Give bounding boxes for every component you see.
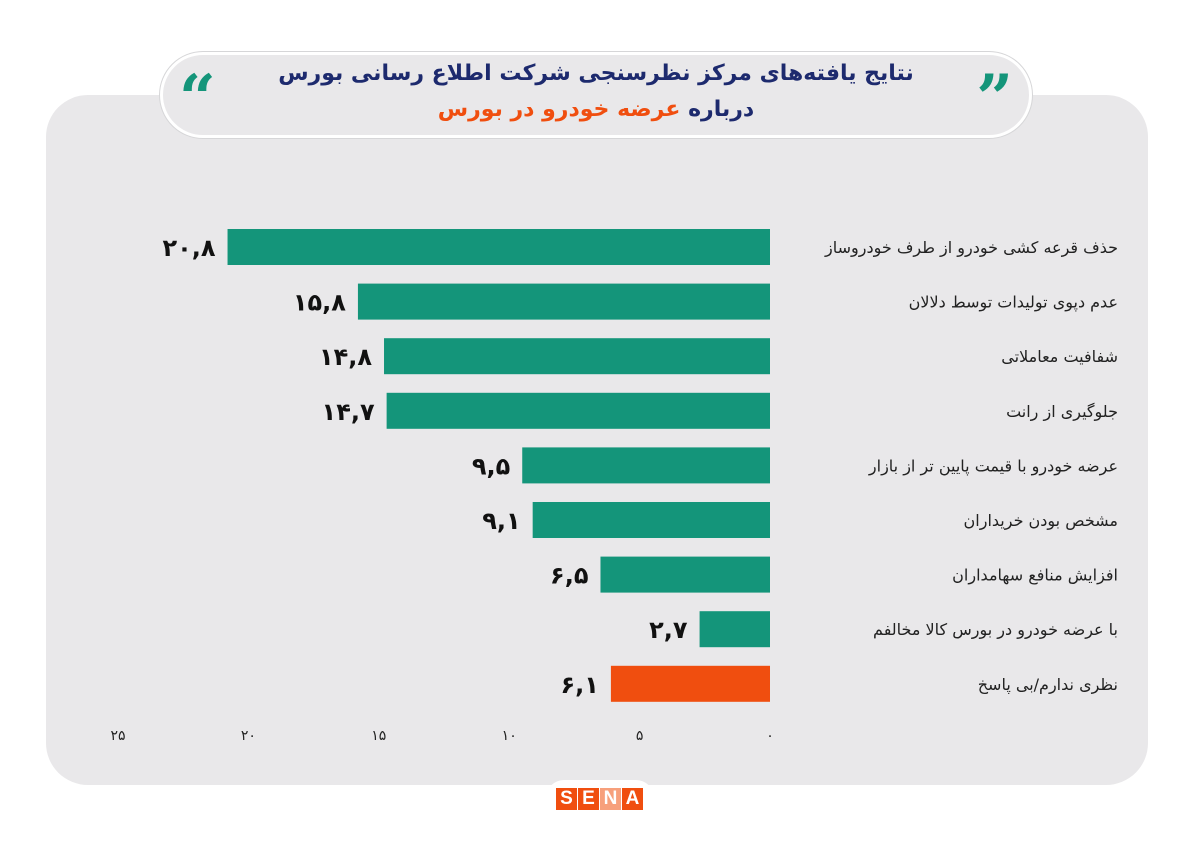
x-tick-label: ۱۰ xyxy=(502,728,517,744)
bar xyxy=(384,338,770,375)
title-line-2: درباره عرضه خودرو در بورس xyxy=(163,97,1029,122)
sena-logo: S E N A xyxy=(546,780,654,824)
category-label: افزایش منافع سهامداران xyxy=(952,566,1118,586)
bar xyxy=(600,556,770,593)
title-line-1: نتایج یافته‌های مرکز نظرسنجی شرکت اطلاع … xyxy=(278,61,914,86)
bar xyxy=(357,283,770,320)
value-label: ۲۰,۸ xyxy=(162,234,215,262)
value-label: ۱۴,۷ xyxy=(322,398,375,426)
value-label: ۶,۵ xyxy=(550,562,588,590)
bar xyxy=(610,665,770,702)
title-highlight: عرضه خودرو در بورس xyxy=(437,97,681,122)
category-label: مشخص بودن خریداران xyxy=(964,511,1118,531)
x-tick-label: ۵ xyxy=(636,728,644,744)
value-label: ۱۴,۸ xyxy=(319,343,372,371)
category-label: عدم دپوی تولیدات توسط دلالان xyxy=(909,293,1118,313)
logo-letter: A xyxy=(622,788,643,810)
category-label: جلوگیری از رانت xyxy=(1006,402,1118,422)
logo-letter: E xyxy=(578,788,599,810)
category-label: عرضه خودرو با قیمت پایین تر از بازار xyxy=(868,456,1118,476)
value-label: ۱۵,۸ xyxy=(293,289,346,317)
category-label: نظری ندارم/بی پاسخ xyxy=(978,675,1118,695)
chart-panel xyxy=(46,95,1148,785)
value-label: ۶,۱ xyxy=(560,671,598,699)
bar xyxy=(699,611,770,648)
x-tick-label: ۲۰ xyxy=(241,728,256,744)
title-banner: “ نتایج یافته‌های مرکز نظرسنجی شرکت اطلا… xyxy=(160,52,1032,138)
category-label: شفافیت معاملاتی xyxy=(1001,347,1118,366)
value-label: ۹,۱ xyxy=(482,507,520,535)
bar xyxy=(386,392,770,429)
quote-open-icon: “ xyxy=(179,61,216,136)
bar xyxy=(522,447,770,484)
title-prefix: درباره xyxy=(688,97,755,122)
bar xyxy=(227,229,770,265)
x-tick-label: ۲۵ xyxy=(110,728,125,744)
x-tick-label: ۱۵ xyxy=(371,728,386,744)
category-label: با عرضه خودرو در بورس کالا مخالفم xyxy=(873,620,1118,640)
value-label: ۲,۷ xyxy=(649,616,688,644)
logo-letter: S xyxy=(556,788,577,810)
quote-close-icon: ” xyxy=(976,61,1013,136)
value-label: ۹,۵ xyxy=(472,452,510,480)
x-tick-label: ۰ xyxy=(766,728,774,744)
category-label: حذف قرعه کشی خودرو از طرف خودروساز xyxy=(824,238,1118,258)
bar xyxy=(532,502,770,538)
logo-letter: N xyxy=(600,788,621,810)
